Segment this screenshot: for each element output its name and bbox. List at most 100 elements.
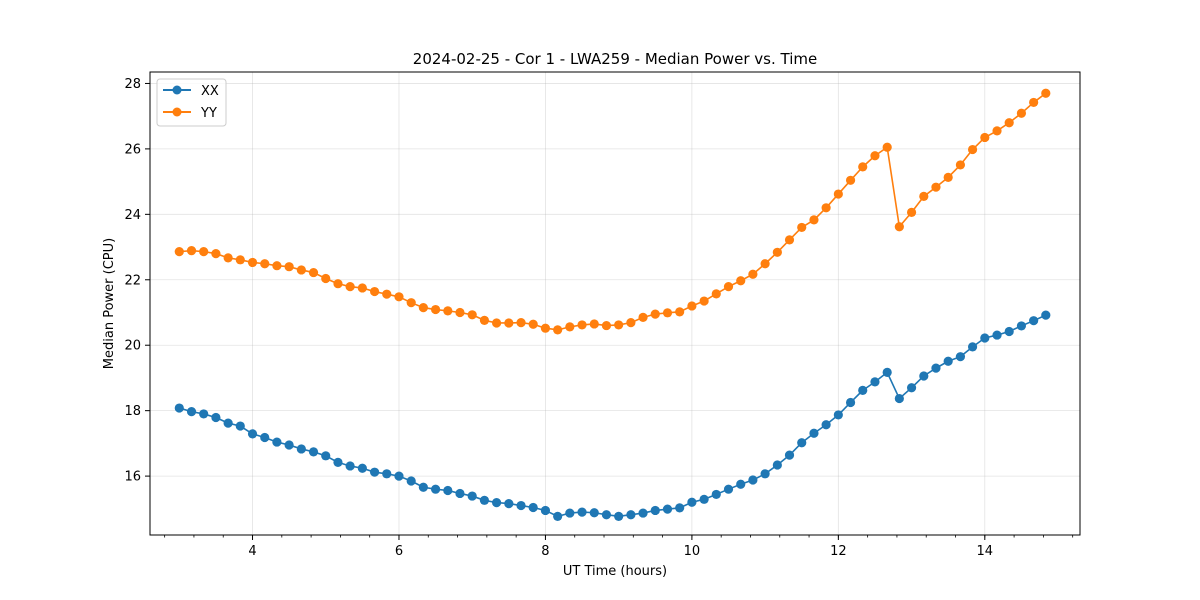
data-point-yy [357,283,367,293]
data-point-yy [455,307,465,318]
data-point-yy [308,267,319,278]
data-point-yy [870,151,880,161]
legend-label-yy: YY [200,106,217,121]
series-layer [174,88,1051,521]
data-point-xx [723,484,734,494]
data-point-xx [919,371,929,381]
y-tick-label: 16 [124,470,141,485]
data-point-xx [882,367,892,377]
y-tick-label: 24 [124,208,141,223]
data-point-xx [894,393,904,404]
data-point-xx [443,485,453,496]
data-point-xx [308,447,319,457]
data-point-yy [943,172,953,182]
data-point-xx [247,429,258,439]
data-point-xx [906,383,917,393]
plot-frame [149,71,1081,536]
data-point-yy [394,292,404,302]
data-point-yy [199,247,209,257]
data-point-xx [565,508,575,518]
legend: XX YY [156,78,227,127]
data-point-yy [260,259,270,269]
data-point-xx [833,410,843,420]
x-tick-label: 6 [395,544,403,559]
data-point-yy [894,222,904,232]
data-point-xx [858,385,868,395]
data-point-yy [1041,88,1051,98]
data-point-yy [687,301,697,311]
y-tick-label: 20 [124,339,141,354]
data-point-xx [321,451,331,461]
data-point-xx [382,469,392,479]
data-point-xx [675,503,685,513]
data-point-xx [260,432,270,443]
data-point-xx [699,494,709,504]
data-point-xx [638,508,648,518]
data-point-yy [992,126,1002,136]
data-point-xx [809,428,819,438]
y-tick-label: 28 [124,77,141,92]
data-point-xx [467,491,477,501]
data-point-xx [394,471,404,481]
data-point-xx [614,511,624,521]
grid-lines [150,72,1080,535]
data-point-xx [186,407,197,417]
data-point-xx [235,421,245,431]
data-point-xx [223,418,233,428]
data-point-yy [736,276,746,286]
data-point-yy [772,247,782,257]
data-point-yy [333,279,343,289]
data-point-yy [797,222,807,233]
data-point-xx [687,497,697,507]
data-point-xx [589,508,599,518]
series-xx [174,310,1051,521]
data-point-yy [516,318,526,328]
data-point-yy [711,289,721,299]
data-point-yy [614,320,624,330]
data-point-xx [418,482,428,492]
data-point-xx [943,356,953,366]
data-point-xx [491,498,502,508]
data-point-xx [967,342,978,352]
data-point-xx [406,476,416,486]
data-point-yy [626,318,636,328]
x-tick-label: 10 [684,544,701,559]
data-point-yy [675,307,685,317]
data-point-yy [223,253,233,263]
data-point-xx [736,479,746,489]
legend-marker-yy [172,107,182,117]
data-point-xx [1016,321,1027,331]
data-point-xx [931,363,941,373]
data-point-xx [479,495,490,505]
data-point-yy [382,289,392,299]
y-axis-label: Median Power (CPU) [102,238,117,369]
data-point-xx [296,444,306,454]
data-point-xx [272,437,282,447]
data-point-yy [565,322,575,332]
data-point-xx [626,510,636,520]
data-point-xx [711,489,721,500]
data-point-yy [406,298,416,308]
data-point-yy [980,132,990,143]
data-point-yy [638,312,648,323]
data-point-xx [955,352,966,362]
data-point-xx [760,469,770,479]
data-point-xx [601,510,612,520]
data-point-xx [1004,326,1014,337]
series-yy [174,88,1051,335]
data-point-xx [821,420,831,430]
data-point-xx [662,504,673,514]
legend-marker-xx [172,85,182,95]
data-point-xx [870,377,880,387]
data-point-xx [357,463,367,473]
data-point-xx [199,409,209,419]
data-point-yy [589,319,599,329]
data-point-yy [760,259,770,269]
data-point-yy [906,207,917,217]
data-point-xx [992,330,1002,340]
data-point-xx [345,461,355,471]
data-point-xx [797,438,807,448]
data-point-xx [516,500,526,511]
data-point-xx [455,488,465,499]
data-point-yy [479,315,490,325]
